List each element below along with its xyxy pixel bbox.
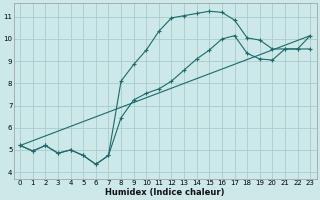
X-axis label: Humidex (Indice chaleur): Humidex (Indice chaleur)	[106, 188, 225, 197]
